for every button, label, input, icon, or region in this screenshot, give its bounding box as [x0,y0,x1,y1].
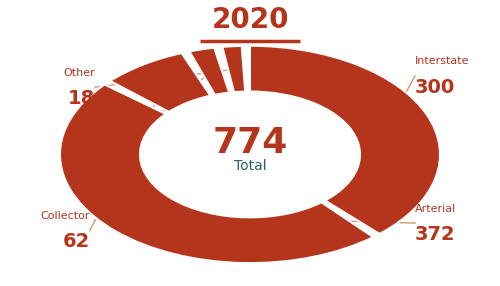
Circle shape [142,93,358,216]
Text: 372: 372 [415,225,456,244]
Wedge shape [190,48,230,95]
Text: 62: 62 [63,232,90,251]
Text: Interstate: Interstate [415,57,470,66]
Wedge shape [110,53,210,112]
Text: Collector: Collector [40,211,90,221]
Text: 774: 774 [212,126,288,160]
Text: Total: Total [234,159,266,173]
Text: 22: 22 [73,164,100,182]
Text: Other: Other [63,68,95,78]
Wedge shape [250,46,440,234]
Wedge shape [222,46,245,92]
Text: Arterial: Arterial [415,204,456,214]
Text: Local: Local [71,142,100,152]
Text: 2020: 2020 [211,6,289,34]
Text: 300: 300 [415,78,455,97]
Text: 18: 18 [68,89,95,108]
Wedge shape [60,84,374,263]
